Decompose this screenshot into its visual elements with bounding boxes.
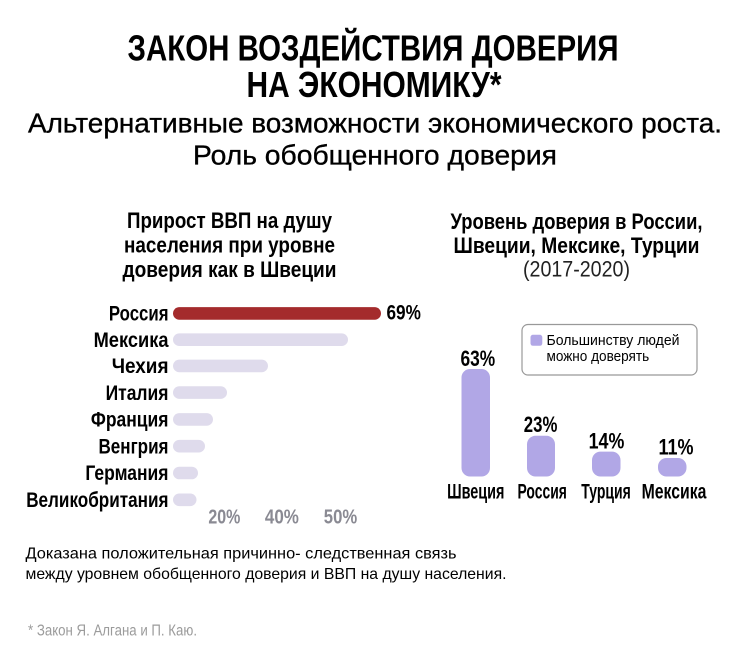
svg-text:между уровнем обобщенного дове: между уровнем обобщенного доверия и ВВП … bbox=[26, 566, 507, 583]
svg-text:населения при уровне: населения при уровне bbox=[124, 233, 335, 258]
svg-text:Венгрия: Венгрия bbox=[99, 434, 169, 458]
svg-text:Великобритания: Великобритания bbox=[26, 488, 168, 512]
svg-text:11%: 11% bbox=[659, 435, 694, 460]
svg-text:Франция: Франция bbox=[91, 408, 169, 432]
svg-text:50%: 50% bbox=[324, 507, 358, 529]
svg-text:63%: 63% bbox=[460, 346, 495, 371]
svg-text:* Закон Я. Алгана и П. Каю.: * Закон Я. Алгана и П. Каю. bbox=[28, 623, 197, 640]
svg-text:Мексика: Мексика bbox=[94, 328, 170, 352]
svg-text:Россия: Россия bbox=[518, 480, 567, 504]
svg-text:можно доверять: можно доверять bbox=[547, 348, 650, 365]
svg-text:Мексика: Мексика bbox=[642, 480, 708, 504]
svg-text:Большинству людей: Большинству людей bbox=[547, 332, 680, 349]
svg-text:23%: 23% bbox=[524, 412, 558, 437]
svg-text:14%: 14% bbox=[589, 429, 625, 454]
svg-text:Швеция: Швеция bbox=[447, 480, 504, 504]
svg-text:НА ЭКОНОМИКУ*: НА ЭКОНОМИКУ* bbox=[247, 64, 503, 105]
svg-text:(2017-2020): (2017-2020) bbox=[523, 257, 630, 282]
svg-text:Прирост ВВП на душу: Прирост ВВП на душу bbox=[127, 208, 333, 233]
svg-text:40%: 40% bbox=[265, 507, 299, 529]
svg-text:Уровень доверия в России,: Уровень доверия в России, bbox=[451, 209, 703, 234]
svg-text:Швеции, Мексике, Турции: Швеции, Мексике, Турции bbox=[454, 233, 700, 258]
svg-text:20%: 20% bbox=[208, 507, 240, 529]
svg-text:доверия как в Швеции: доверия как в Швеции bbox=[123, 257, 337, 282]
svg-text:Чехия: Чехия bbox=[112, 354, 169, 378]
svg-text:Италия: Италия bbox=[106, 381, 169, 405]
svg-text:Альтернативные возможности эко: Альтернативные возможности экономическог… bbox=[28, 108, 722, 139]
svg-text:ЗАКОН ВОЗДЕЙСТВИЯ ДОВЕРИЯ: ЗАКОН ВОЗДЕЙСТВИЯ ДОВЕРИЯ bbox=[128, 26, 619, 68]
svg-text:Доказана положительная причинн: Доказана положительная причинно- следств… bbox=[26, 546, 457, 563]
svg-text:Турция: Турция bbox=[581, 480, 631, 504]
svg-text:Россия: Россия bbox=[109, 302, 169, 326]
svg-text:Роль обобщенного доверия: Роль обобщенного доверия bbox=[193, 140, 557, 171]
svg-text:Германия: Германия bbox=[85, 461, 168, 485]
svg-text:69%: 69% bbox=[387, 302, 422, 325]
